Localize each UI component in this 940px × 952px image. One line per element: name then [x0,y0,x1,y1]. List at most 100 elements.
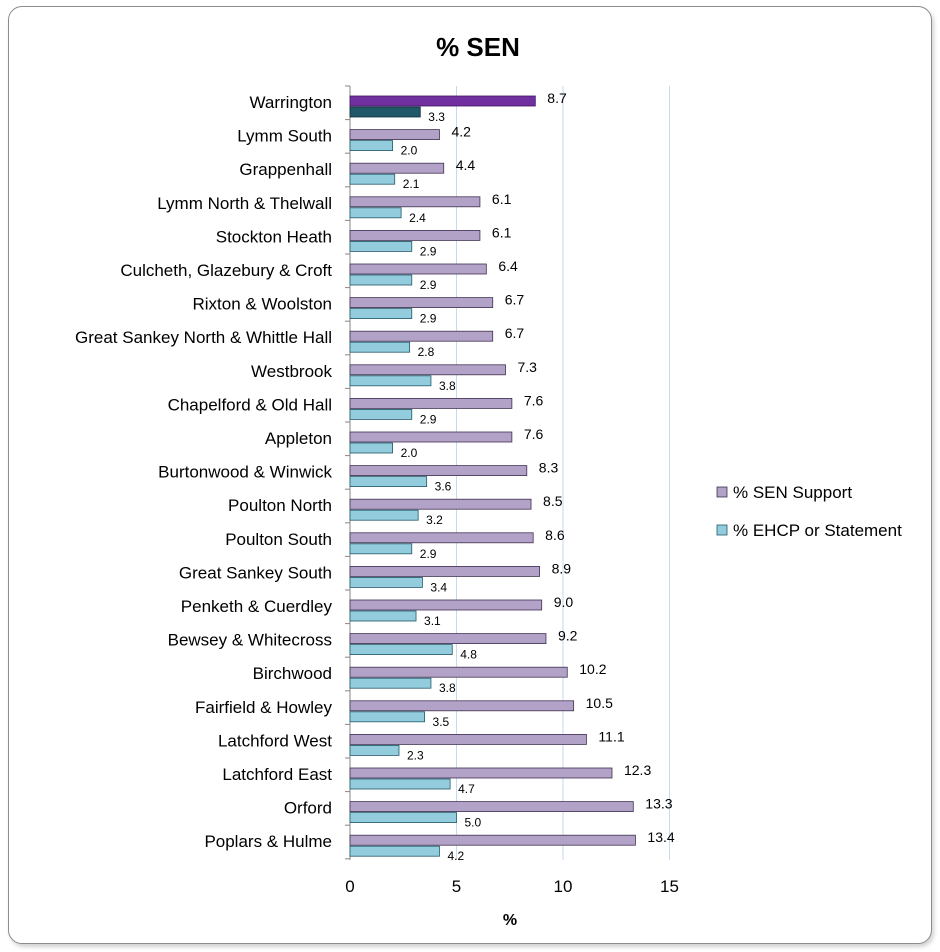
sen-support-data-label: 7.3 [517,359,537,375]
category-label: Stockton Heath [216,227,332,246]
ehcp-data-label: 2.9 [420,244,437,258]
sen-support-data-label: 10.2 [579,661,606,677]
x-tick-label: 0 [345,877,354,896]
ehcp-data-label: 3.8 [439,681,456,695]
bars: 8.7 3.3 4.2 2.0 4.4 2.1 6.1 2.4 6.1 2.9 6.4 2.9 6.7 2… [349,90,675,863]
category-label: Chapelford & Old Hall [168,395,332,414]
category-label: Birchwood [253,664,332,683]
category-label: Grappenhall [239,160,332,179]
x-tick-label: 5 [452,877,461,896]
ehcp-bar [349,509,419,521]
sen-support-bar [349,633,547,644]
category-label: Warrington [249,93,332,112]
sen-support-data-label: 8.3 [539,460,559,476]
ehcp-bar [349,240,413,252]
ehcp-data-label: 3.3 [428,110,445,124]
sen-support-data-label: 8.9 [552,560,572,576]
sen-support-bar [349,229,481,241]
sen-support-data-label: 7.6 [524,426,544,442]
ehcp-bar [349,644,453,655]
category-label: Culcheth, Glazebury & Croft [120,261,332,280]
ehcp-data-label: 2.9 [420,312,437,326]
sen-support-data-label: 9.2 [558,628,578,644]
sen-support-bar [349,767,613,779]
sen-support-data-label: 6.1 [492,191,512,207]
sen-support-bar [349,801,634,812]
ehcp-bar [349,778,451,790]
category-label: Appleton [265,429,332,448]
ehcp-bar [349,745,400,756]
sen-support-data-label: 12.3 [624,762,651,778]
sen-support-data-label: 6.7 [505,292,525,308]
ehcp-data-label: 2.0 [401,446,418,460]
ehcp-bar [349,106,421,118]
sen-support-bar [349,566,540,577]
ehcp-data-label: 2.8 [418,345,435,359]
sen-support-bar [349,397,513,409]
sen-support-data-label: 7.6 [524,392,544,408]
chart-title: % SEN [436,32,520,62]
ehcp-data-label: 2.9 [420,412,437,426]
category-label: Poulton North [228,496,332,515]
sen-support-bar [349,465,528,477]
sen-support-data-label: 8.6 [545,527,565,543]
ehcp-data-label: 3.4 [430,580,447,594]
ehcp-bar [349,140,393,152]
x-axis-label: % [503,912,517,929]
category-label: Poulton South [225,530,332,549]
ehcp-data-label: 3.5 [433,715,450,729]
sen-support-bar [349,431,513,443]
ehcp-data-label: 2.0 [401,144,418,158]
category-label: Poplars & Hulme [204,832,332,851]
category-label: Great Sankey North & Whittle Hall [75,328,332,347]
category-labels: Warrington Lymm South Grappenhall Lymm Nort… [75,93,332,851]
category-label: Orford [284,799,332,818]
ehcp-bar [349,812,457,823]
category-label: Great Sankey South [179,563,332,582]
ehcp-data-label: 2.3 [407,748,424,762]
sen-support-bar [349,297,494,309]
ehcp-data-label: 3.6 [435,480,452,494]
ehcp-data-label: 3.8 [439,379,456,393]
sen-support-bar [349,498,532,510]
ehcp-data-label: 2.4 [409,211,426,225]
x-axis-ticks: 0 5 10 15 [345,877,679,896]
category-label: Latchford East [222,765,332,784]
sen-support-data-label: 4.4 [456,157,476,173]
sen-support-bar [349,162,445,174]
category-label: Westbrook [251,362,332,381]
sen-support-bar [349,532,534,544]
sen-support-data-label: 13.3 [645,796,672,812]
sen-support-bar [349,364,506,376]
sen-support-data-label: 9.0 [554,594,574,610]
category-label: Fairfield & Howley [195,698,332,717]
sen-support-data-label: 8.5 [543,493,563,509]
sen-support-data-label: 6.1 [492,224,512,240]
ehcp-bar [349,173,396,185]
x-tick-label: 10 [554,877,573,896]
ehcp-bar [349,341,411,353]
ehcp-bar [349,274,413,286]
sen-support-bar [349,263,487,275]
ehcp-bar [349,207,402,219]
sen-support-data-label: 13.4 [647,829,674,845]
ehcp-bar [349,610,417,622]
ehcp-bar [349,442,393,454]
ehcp-bar [349,711,425,723]
ehcp-data-label: 2.1 [403,177,420,191]
ehcp-data-label: 2.9 [420,278,437,292]
sen-support-data-label: 6.4 [498,258,518,274]
ehcp-data-label: 4.8 [460,648,477,662]
sen-support-bar [349,129,440,141]
ehcp-data-label: 3.2 [426,513,443,527]
legend-swatch [716,486,728,498]
sen-support-bar [349,700,575,712]
ehcp-bar [349,408,413,420]
category-label: Latchford West [218,731,332,750]
x-tick-label: 15 [660,877,679,896]
category-label: Lymm North & Thelwall [157,194,332,213]
ehcp-data-label: 4.7 [458,782,475,796]
category-label: Rixton & Woolston [192,295,332,314]
sen-support-bar [349,666,568,678]
